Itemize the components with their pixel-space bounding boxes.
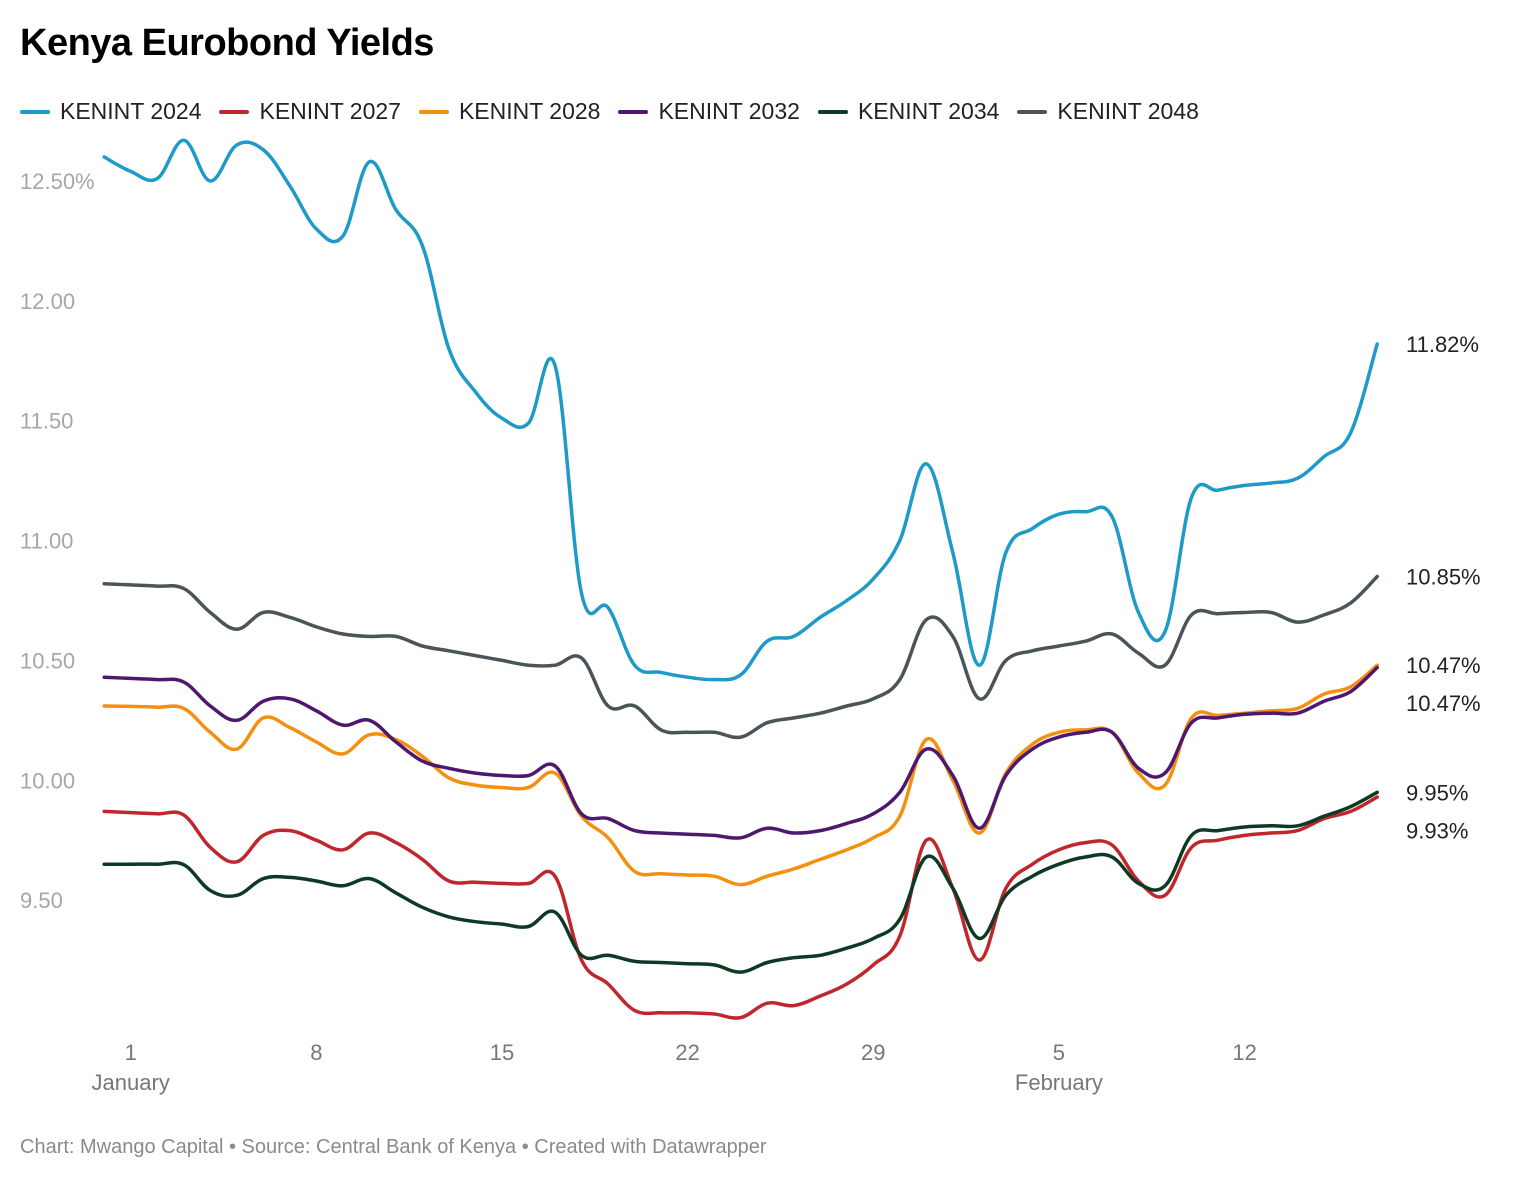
series-line-kenint-2032 bbox=[102, 665, 1379, 840]
series-line-kenint-2024 bbox=[102, 138, 1379, 682]
x-tick-label: 22 bbox=[675, 1040, 699, 1065]
legend-swatch bbox=[1017, 109, 1048, 114]
legend: KENINT 2024 KENINT 2027 KENINT 2028 KENINT … bbox=[20, 98, 1217, 125]
legend-label: KENINT 2024 bbox=[60, 98, 202, 124]
legend-label: KENINT 2028 bbox=[458, 98, 601, 124]
chart-footer: Chart: Mwango Capital • Source: Central … bbox=[20, 1136, 767, 1158]
x-month-label: January bbox=[92, 1070, 170, 1095]
legend-item-kenint-2034: KENINT 2034 bbox=[817, 98, 1000, 125]
legend-item-kenint-2027: KENINT 2027 bbox=[219, 98, 401, 125]
y-tick-label: 11.50 bbox=[20, 409, 73, 434]
end-labels: 11.82% 10.85% 10.47% 10.47% 9.95% 9.93% bbox=[1406, 332, 1481, 843]
end-label-kenint-2028: 10.47% bbox=[1406, 653, 1481, 678]
x-tick-label: 8 bbox=[310, 1040, 322, 1065]
series-lines bbox=[102, 138, 1379, 1020]
y-axis: 12.50% 12.00 11.50 11.00 10.50 10.00 9.50 bbox=[20, 169, 95, 913]
x-month-label: February bbox=[1015, 1070, 1103, 1095]
series-line-kenint-2027 bbox=[102, 795, 1379, 1020]
series-line-kenint-2048 bbox=[102, 574, 1379, 740]
legend-item-kenint-2024: KENINT 2024 bbox=[20, 98, 201, 125]
x-tick-label: 29 bbox=[861, 1040, 885, 1065]
y-tick-label: 12.00 bbox=[20, 289, 75, 314]
y-tick-label: 11.00 bbox=[20, 529, 73, 554]
legend-swatch bbox=[618, 109, 649, 114]
chart-title: Kenya Eurobond Yields bbox=[20, 22, 434, 64]
x-tick-label: 1 bbox=[125, 1040, 137, 1065]
legend-item-kenint-2028: KENINT 2028 bbox=[418, 98, 601, 125]
series-line-kenint-2028 bbox=[102, 663, 1379, 887]
end-label-kenint-2032: 10.47% bbox=[1406, 691, 1481, 716]
end-label-kenint-2024: 11.82% bbox=[1406, 332, 1479, 357]
legend-label: KENINT 2032 bbox=[658, 98, 800, 124]
end-label-kenint-2027: 9.93% bbox=[1406, 818, 1468, 843]
x-tick-label: 12 bbox=[1232, 1040, 1256, 1065]
legend-item-kenint-2048: KENINT 2048 bbox=[1017, 98, 1199, 125]
legend-item-kenint-2032: KENINT 2032 bbox=[618, 98, 800, 125]
y-tick-label: 10.00 bbox=[20, 768, 75, 793]
legend-swatch bbox=[817, 109, 848, 114]
y-tick-label: 12.50% bbox=[20, 169, 95, 194]
series-line-kenint-2034 bbox=[102, 790, 1379, 974]
legend-swatch bbox=[219, 109, 250, 114]
legend-label: KENINT 2027 bbox=[259, 98, 401, 124]
x-tick-label: 15 bbox=[490, 1040, 514, 1065]
legend-label: KENINT 2048 bbox=[1057, 98, 1199, 124]
end-label-kenint-2048: 10.85% bbox=[1406, 565, 1481, 590]
legend-swatch bbox=[20, 109, 50, 114]
legend-swatch bbox=[418, 109, 449, 114]
end-label-kenint-2034: 9.95% bbox=[1406, 780, 1468, 805]
y-tick-label: 9.50 bbox=[20, 888, 63, 913]
legend-label: KENINT 2034 bbox=[857, 98, 1000, 124]
y-tick-label: 10.50 bbox=[20, 648, 75, 673]
x-tick-label: 5 bbox=[1053, 1040, 1065, 1065]
x-axis: 1 8 15 22 29 5 12 January February bbox=[92, 1040, 1257, 1095]
